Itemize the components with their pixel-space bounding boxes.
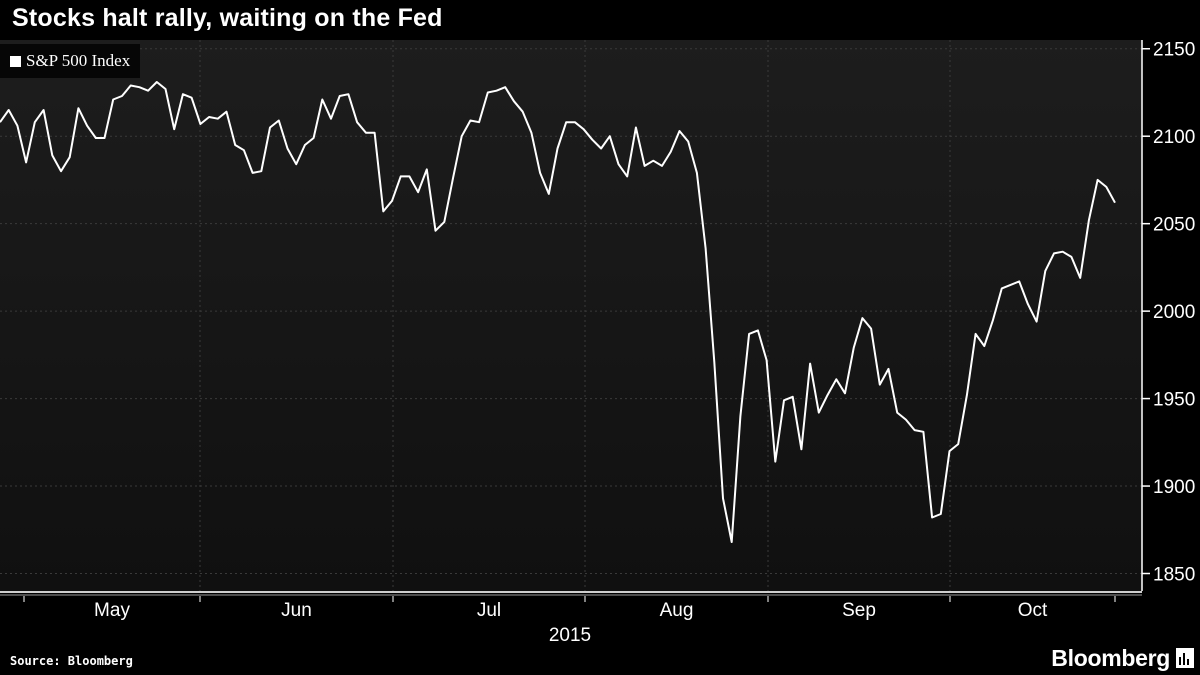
x-year-label: 2015 bbox=[549, 625, 591, 646]
x-tick-label: Sep bbox=[842, 600, 876, 621]
y-tick-label: 2000 bbox=[1153, 302, 1195, 323]
series-layer bbox=[0, 81, 1116, 543]
y-tick-label: 1950 bbox=[1153, 390, 1195, 411]
y-tick-label: 2050 bbox=[1153, 215, 1195, 236]
source-note: Source: Bloomberg bbox=[10, 654, 133, 668]
y-tick-label: 2100 bbox=[1153, 127, 1195, 148]
x-tick-label: Aug bbox=[660, 600, 694, 621]
axes: 1850 1900 1950 2000 2050 2100 2150 May Jun Jul Aug… bbox=[0, 40, 1195, 646]
y-tick-label: 1900 bbox=[1153, 477, 1195, 498]
x-tick-label: Oct bbox=[1018, 600, 1048, 621]
legend-label: S&P 500 Index bbox=[26, 51, 131, 70]
brand-logo: Bloomberg bbox=[1051, 645, 1170, 671]
chart-title: Stocks halt rally, waiting on the Fed bbox=[12, 4, 443, 32]
bloomberg-chart-icon bbox=[1176, 648, 1194, 668]
y-tick-label: 2150 bbox=[1153, 40, 1195, 61]
y-tick-label: 1850 bbox=[1153, 565, 1195, 586]
x-tick-label: Jun bbox=[281, 600, 312, 621]
legend-swatch bbox=[10, 55, 21, 67]
x-tick-label: Jul bbox=[477, 600, 501, 621]
chart-legend: S&P 500 Index bbox=[0, 44, 141, 78]
series-line-sp500 bbox=[0, 81, 1116, 543]
gridlines bbox=[0, 40, 1142, 591]
chart-plot-area bbox=[0, 40, 1142, 591]
x-tick-label: May bbox=[94, 600, 130, 621]
